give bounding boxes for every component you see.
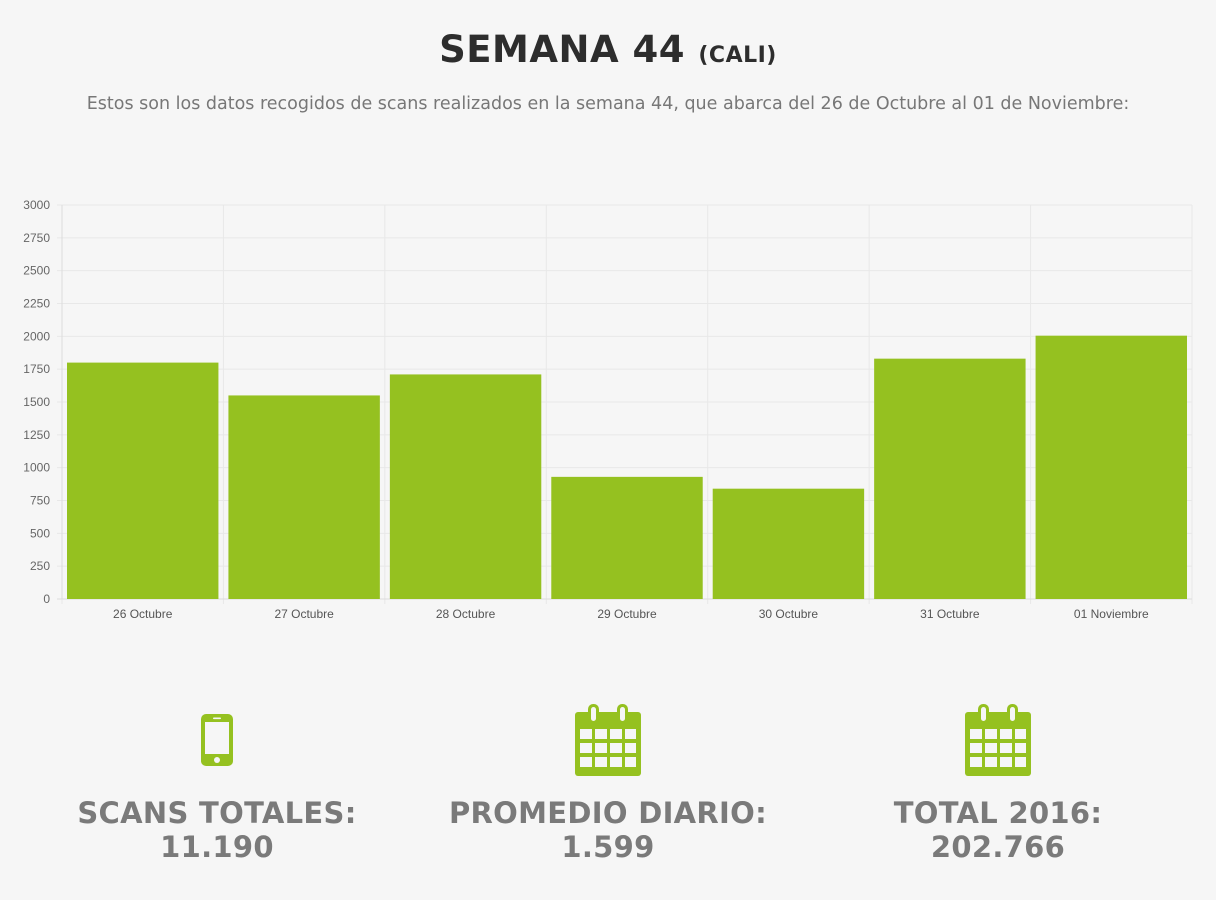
y-tick-label: 2500 (23, 264, 50, 278)
x-tick-label: 28 Octubre (436, 607, 496, 621)
page-title: SEMANA 44 (CALI) (0, 28, 1216, 71)
y-tick-label: 250 (30, 559, 50, 573)
x-tick-label: 29 Octubre (597, 607, 657, 621)
bar (67, 362, 219, 599)
x-tick-label: 27 Octubre (274, 607, 334, 621)
page-header: SEMANA 44 (CALI) (0, 28, 1216, 71)
stat-value: 1.599 (561, 830, 655, 864)
calendar-icon (413, 700, 803, 780)
bar (874, 358, 1026, 599)
bar (389, 374, 542, 599)
stat-promedio-diario: PROMEDIO DIARIO: 1.599 (413, 700, 803, 864)
stat-label: PROMEDIO DIARIO: (449, 796, 767, 830)
y-tick-label: 2000 (23, 329, 50, 343)
bar (228, 395, 380, 599)
y-tick-label: 750 (30, 494, 50, 508)
smartphone-icon (22, 700, 412, 780)
bar (551, 476, 703, 599)
intro-text: Estos son los datos recogidos de scans r… (86, 94, 1130, 114)
x-tick-label: 26 Octubre (113, 607, 173, 621)
y-tick-label: 500 (30, 526, 50, 540)
y-tick-label: 2750 (23, 231, 50, 245)
y-tick-label: 1500 (23, 395, 50, 409)
x-tick-label: 31 Octubre (920, 607, 980, 621)
title-text: SEMANA 44 (439, 28, 685, 71)
y-tick-label: 1000 (23, 461, 50, 475)
x-tick-label: 30 Octubre (759, 607, 819, 621)
y-tick-label: 3000 (23, 198, 50, 212)
stat-value: 11.190 (160, 830, 274, 864)
stat-total-2016: TOTAL 2016: 202.766 (803, 700, 1193, 864)
stat-scans-totales: SCANS TOTALES: 11.190 (22, 700, 412, 864)
stat-label: TOTAL 2016: (893, 796, 1103, 830)
y-tick-label: 1750 (23, 362, 50, 376)
calendar-icon (803, 700, 1193, 780)
x-tick-label: 01 Noviembre (1074, 607, 1149, 621)
title-city: (CALI) (698, 43, 777, 68)
stat-label: SCANS TOTALES: (77, 796, 357, 830)
stat-value: 202.766 (930, 830, 1066, 864)
y-tick-label: 1250 (23, 428, 50, 442)
bar (1035, 335, 1187, 599)
y-tick-label: 0 (43, 592, 50, 606)
y-tick-label: 2250 (23, 297, 50, 311)
bar (712, 488, 865, 599)
bar-chart: 0 250 500 750 1000 1250 1500 1750 2000 2250 2500 27… (23, 198, 1193, 621)
